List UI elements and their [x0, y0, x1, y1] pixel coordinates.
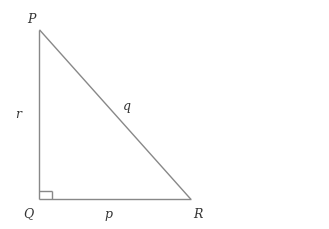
Text: r: r: [15, 108, 21, 121]
Text: P: P: [27, 13, 36, 26]
Text: Q: Q: [23, 208, 33, 221]
Text: q: q: [123, 100, 131, 113]
Text: R: R: [193, 208, 202, 221]
Text: p: p: [105, 208, 113, 221]
